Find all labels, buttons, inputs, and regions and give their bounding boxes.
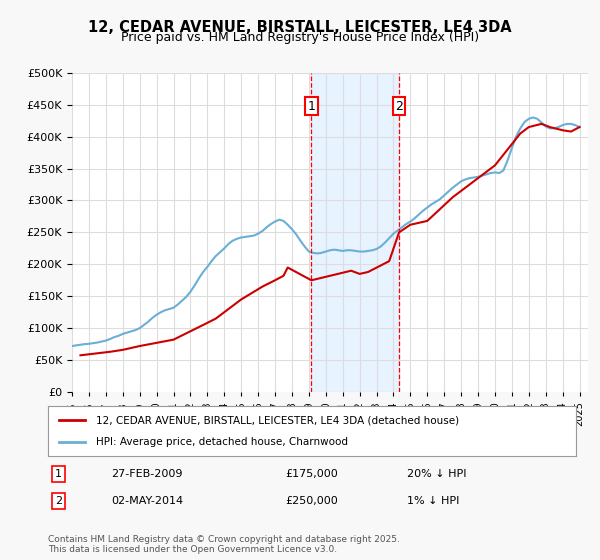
Text: 1: 1 <box>307 100 316 113</box>
Text: £250,000: £250,000 <box>286 496 338 506</box>
Text: 2: 2 <box>395 100 403 113</box>
Text: 1: 1 <box>55 469 62 479</box>
Text: 2: 2 <box>55 496 62 506</box>
Text: 27-FEB-2009: 27-FEB-2009 <box>112 469 183 479</box>
Text: 1% ↓ HPI: 1% ↓ HPI <box>407 496 460 506</box>
Text: 02-MAY-2014: 02-MAY-2014 <box>112 496 184 506</box>
Text: 12, CEDAR AVENUE, BIRSTALL, LEICESTER, LE4 3DA (detached house): 12, CEDAR AVENUE, BIRSTALL, LEICESTER, L… <box>95 415 458 425</box>
Text: Price paid vs. HM Land Registry's House Price Index (HPI): Price paid vs. HM Land Registry's House … <box>121 31 479 44</box>
Bar <box>311 73 399 392</box>
Text: HPI: Average price, detached house, Charnwood: HPI: Average price, detached house, Char… <box>95 437 347 447</box>
Text: £175,000: £175,000 <box>286 469 338 479</box>
Text: 20% ↓ HPI: 20% ↓ HPI <box>407 469 467 479</box>
Text: Contains HM Land Registry data © Crown copyright and database right 2025.
This d: Contains HM Land Registry data © Crown c… <box>48 535 400 554</box>
Text: 12, CEDAR AVENUE, BIRSTALL, LEICESTER, LE4 3DA: 12, CEDAR AVENUE, BIRSTALL, LEICESTER, L… <box>88 20 512 35</box>
